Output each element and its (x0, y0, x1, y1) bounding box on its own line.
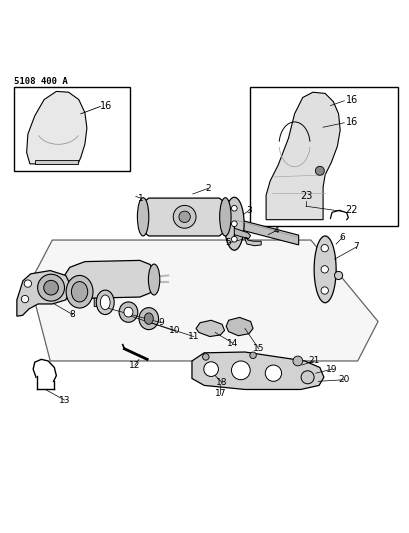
Circle shape (231, 221, 236, 227)
Ellipse shape (219, 198, 231, 236)
Polygon shape (196, 320, 224, 336)
Polygon shape (17, 271, 70, 316)
Bar (13, 87, 129, 171)
Text: 5: 5 (225, 238, 231, 247)
Circle shape (202, 354, 209, 360)
Circle shape (44, 280, 58, 295)
Ellipse shape (148, 264, 160, 295)
Circle shape (21, 295, 29, 303)
Text: 3: 3 (245, 206, 251, 215)
Polygon shape (65, 289, 115, 306)
Polygon shape (30, 240, 377, 361)
Circle shape (203, 362, 218, 376)
Text: 19: 19 (326, 365, 337, 374)
Ellipse shape (224, 197, 243, 250)
Ellipse shape (119, 302, 137, 322)
Circle shape (320, 245, 328, 252)
Circle shape (24, 280, 31, 287)
Polygon shape (142, 198, 226, 236)
Polygon shape (226, 318, 252, 336)
Circle shape (231, 361, 249, 379)
Polygon shape (244, 237, 261, 246)
Text: 16: 16 (345, 95, 357, 106)
Ellipse shape (139, 308, 158, 329)
Circle shape (320, 265, 328, 273)
Text: 16: 16 (100, 101, 112, 111)
Text: 14: 14 (227, 338, 238, 348)
Polygon shape (27, 91, 87, 164)
Circle shape (320, 287, 328, 294)
Ellipse shape (124, 307, 133, 317)
Text: 7: 7 (353, 243, 358, 252)
Text: 12: 12 (129, 360, 140, 369)
Text: 11: 11 (187, 332, 199, 341)
Bar (249, 87, 398, 226)
Text: 5108 400 A: 5108 400 A (13, 77, 67, 86)
Text: 18: 18 (216, 378, 227, 387)
Ellipse shape (71, 281, 88, 302)
Text: 15: 15 (252, 344, 264, 353)
Circle shape (178, 211, 190, 222)
Polygon shape (35, 160, 78, 164)
Circle shape (38, 274, 64, 301)
Polygon shape (191, 352, 323, 390)
Circle shape (315, 166, 324, 175)
Ellipse shape (96, 290, 114, 314)
Circle shape (173, 205, 196, 228)
Circle shape (265, 365, 281, 381)
Circle shape (300, 371, 313, 384)
Circle shape (334, 271, 342, 279)
Ellipse shape (66, 276, 93, 308)
Text: 1: 1 (137, 193, 143, 203)
Text: 4: 4 (273, 226, 279, 235)
Text: 13: 13 (58, 395, 70, 405)
Text: 10: 10 (168, 326, 180, 335)
Text: 20: 20 (338, 375, 349, 384)
Polygon shape (64, 261, 154, 298)
Text: 23: 23 (299, 191, 311, 201)
Circle shape (231, 236, 236, 242)
Polygon shape (265, 92, 339, 220)
Circle shape (249, 352, 256, 359)
Text: 22: 22 (345, 205, 357, 215)
Ellipse shape (144, 313, 153, 324)
Polygon shape (234, 223, 250, 239)
Text: 9: 9 (158, 318, 164, 327)
Polygon shape (234, 219, 298, 245)
Text: 2: 2 (205, 184, 211, 193)
Circle shape (292, 356, 302, 366)
Ellipse shape (137, 198, 148, 236)
Text: 17: 17 (214, 389, 226, 398)
Text: 16: 16 (345, 117, 357, 127)
Ellipse shape (100, 295, 110, 310)
Circle shape (231, 205, 236, 211)
Text: 8: 8 (70, 310, 75, 319)
Text: 6: 6 (339, 233, 345, 241)
Ellipse shape (313, 236, 335, 303)
Text: 21: 21 (308, 357, 319, 366)
